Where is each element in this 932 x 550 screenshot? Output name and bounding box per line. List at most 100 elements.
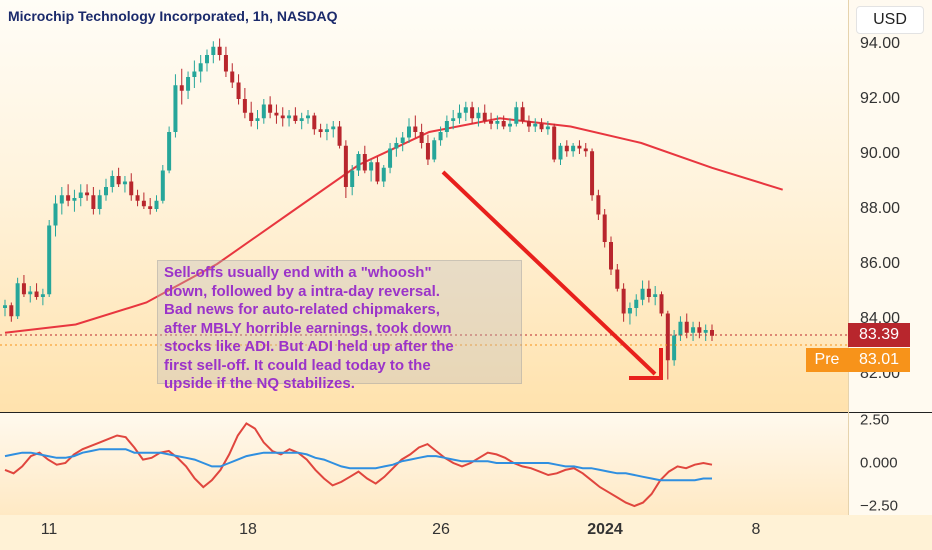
candle-body bbox=[621, 288, 626, 314]
annotation-line: Sell-offs usually end with a "whoosh" bbox=[164, 264, 432, 281]
candle-body bbox=[179, 85, 184, 91]
moving-average-line bbox=[4, 117, 783, 334]
candle-body bbox=[173, 85, 178, 132]
candle-body bbox=[514, 107, 519, 124]
candle-body bbox=[34, 291, 39, 297]
price-pane[interactable] bbox=[0, 0, 848, 412]
candle-body bbox=[470, 107, 475, 119]
candle-body bbox=[343, 145, 348, 187]
candle-body bbox=[508, 123, 512, 127]
candle-body bbox=[646, 288, 651, 297]
premarket-price-tag: 83.01 bbox=[848, 348, 910, 372]
last-price-tag: 83.39 bbox=[848, 323, 910, 347]
candle-body bbox=[91, 195, 96, 209]
candle-body bbox=[324, 129, 329, 132]
candle-body bbox=[615, 269, 620, 289]
candle-body bbox=[53, 203, 58, 226]
time-axis[interactable] bbox=[0, 515, 932, 550]
candle-body bbox=[672, 335, 677, 361]
candle-body bbox=[457, 112, 462, 119]
candle-body bbox=[552, 126, 557, 160]
candle-body bbox=[362, 154, 367, 171]
oscillator-chart-svg bbox=[4, 422, 713, 508]
annotation-line: Bad news for auto-related chipmakers, bbox=[164, 301, 440, 318]
price-tick: 86.00 bbox=[860, 255, 901, 272]
candle-body bbox=[47, 225, 52, 295]
annotation-line: stocks like ADI. But ADI held up after t… bbox=[164, 338, 454, 355]
candle-body bbox=[287, 115, 292, 119]
price-tick: 84.00 bbox=[860, 310, 901, 327]
candle-body bbox=[236, 82, 241, 99]
candle-body bbox=[577, 145, 582, 149]
candle-body bbox=[192, 71, 197, 77]
candle-body bbox=[438, 132, 443, 141]
candle-body bbox=[369, 162, 374, 171]
candle-body bbox=[678, 321, 683, 336]
candle-body bbox=[407, 126, 411, 138]
candle-body bbox=[268, 104, 273, 113]
price-tick: 88.00 bbox=[860, 200, 901, 217]
candle-body bbox=[104, 187, 108, 196]
candle-body bbox=[154, 200, 159, 209]
price-axis[interactable] bbox=[848, 0, 932, 515]
candle-body bbox=[495, 121, 500, 124]
candle-body bbox=[463, 107, 468, 113]
candle-body bbox=[274, 112, 279, 116]
trend-arrow-head bbox=[629, 348, 663, 380]
candle-body bbox=[148, 206, 153, 209]
premarket-label: Pre bbox=[806, 348, 848, 372]
candle-body bbox=[703, 330, 708, 333]
candle-body bbox=[141, 200, 146, 207]
time-tick: 8 bbox=[751, 521, 761, 538]
candle-body bbox=[116, 176, 121, 185]
candle-body bbox=[255, 118, 260, 121]
candle-body bbox=[583, 148, 588, 152]
candle-body bbox=[21, 283, 26, 295]
annotation-line: after MBLY horrible earnings, took down bbox=[164, 319, 452, 337]
currency-button[interactable]: USD bbox=[856, 6, 924, 34]
chart-title: Microchip Technology Incorporated, 1h, N… bbox=[8, 8, 338, 24]
candle-body bbox=[400, 137, 405, 143]
candle-body bbox=[306, 115, 310, 119]
candle-body bbox=[78, 192, 83, 198]
candle-body bbox=[249, 112, 254, 121]
candle-body bbox=[356, 154, 361, 171]
candle-body bbox=[425, 143, 430, 160]
candle-body bbox=[3, 305, 7, 308]
candle-body bbox=[9, 305, 14, 317]
candle-body bbox=[684, 321, 689, 333]
candle-body bbox=[710, 330, 714, 336]
candle-body bbox=[381, 167, 386, 182]
candle-body bbox=[526, 121, 531, 127]
candle-body bbox=[40, 294, 45, 297]
oscillator-tick: −2.50 bbox=[860, 497, 898, 515]
candle-body bbox=[590, 151, 595, 196]
candle-body bbox=[122, 181, 127, 185]
candle-body bbox=[545, 126, 550, 130]
candle-body bbox=[129, 181, 134, 196]
candle-body bbox=[697, 327, 702, 333]
candle-body bbox=[444, 121, 449, 132]
candle-body bbox=[564, 145, 569, 152]
candle-body bbox=[85, 192, 90, 196]
candle-body bbox=[558, 145, 563, 160]
candle-body bbox=[15, 283, 20, 317]
candle-body bbox=[135, 195, 140, 201]
candle-body bbox=[602, 214, 607, 242]
candle-body bbox=[59, 195, 64, 204]
candle-body bbox=[482, 112, 487, 121]
price-tick: 94.00 bbox=[860, 35, 901, 52]
candle-body bbox=[205, 55, 209, 64]
candle-body bbox=[394, 143, 399, 149]
candle-body bbox=[72, 198, 77, 201]
annotation-line: first sell-off. It could lead today to t… bbox=[164, 356, 431, 374]
price-tick: 92.00 bbox=[860, 90, 901, 107]
candle-body bbox=[609, 242, 613, 270]
candle-body bbox=[640, 288, 645, 300]
candle-body bbox=[571, 145, 576, 152]
candle-body bbox=[539, 123, 544, 130]
candle-body bbox=[261, 104, 266, 119]
candle-body bbox=[432, 140, 437, 160]
candle-body bbox=[280, 115, 285, 119]
